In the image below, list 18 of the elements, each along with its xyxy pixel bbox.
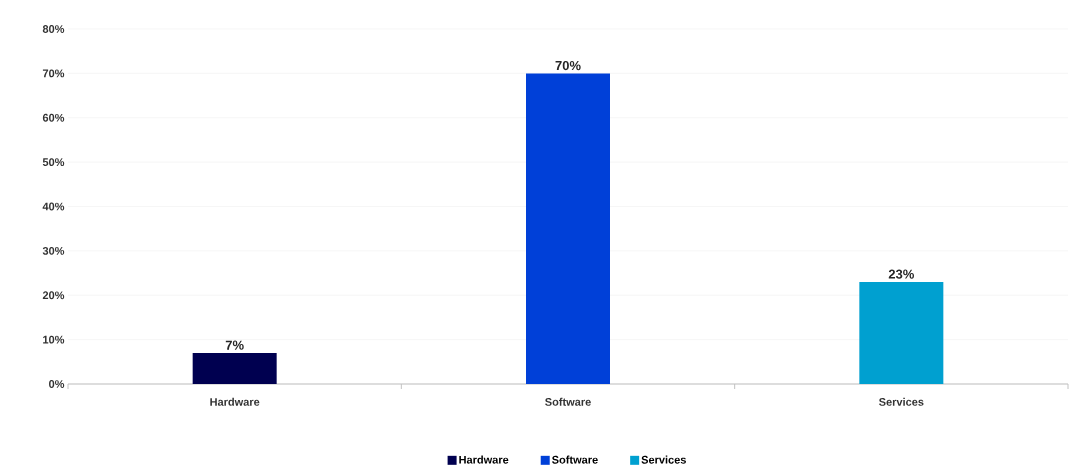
data-label: 7% [225, 340, 244, 350]
legend-label: Software [552, 455, 598, 464]
x-tick-label: Software [545, 397, 591, 406]
y-tick-label: 70% [42, 69, 65, 78]
data-label: 70% [555, 60, 581, 71]
y-tick-label: 60% [42, 113, 65, 122]
data-label: 23% [888, 269, 914, 279]
y-tick-label: 40% [42, 202, 65, 211]
y-tick-label: 20% [42, 291, 65, 300]
legend-label: Hardware [459, 455, 509, 464]
y-tick-label: 0% [49, 380, 65, 388]
y-tick-label: 50% [42, 158, 65, 167]
x-tick-label: Services [879, 397, 924, 406]
y-tick-label: 10% [43, 335, 65, 344]
y-tick-label: 80% [42, 25, 65, 33]
legend-label: Services [641, 455, 686, 464]
y-tick-label: 30% [42, 246, 65, 255]
x-tick-label: Hardware [210, 397, 260, 406]
